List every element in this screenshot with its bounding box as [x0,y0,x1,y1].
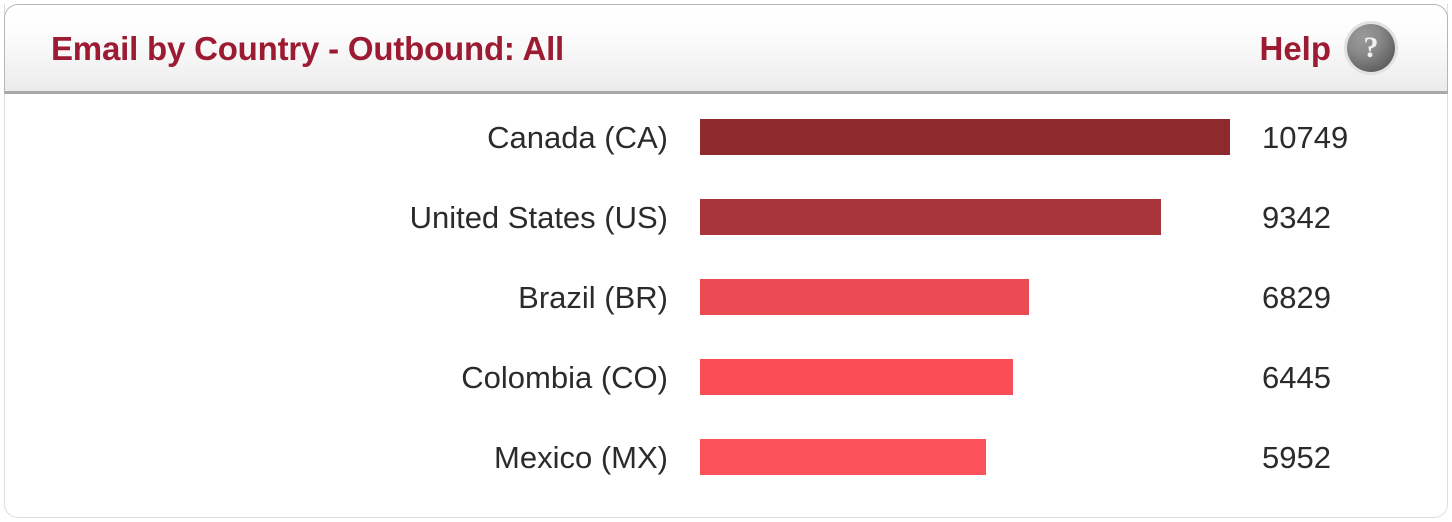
bar-category-label: Brazil (BR) [518,279,668,315]
bar-value-label: 10749 [1262,119,1349,155]
bar-category-label: Canada (CA) [487,119,668,155]
bar-row: United States (US) 9342 [5,177,1447,257]
bar-value-label: 6829 [1262,279,1331,315]
bar-track [700,439,1230,475]
bar-fill[interactable] [700,359,1013,395]
bar-track [700,279,1230,315]
help-label[interactable]: Help [1259,29,1331,67]
bar-track [700,119,1230,155]
bar-category-label: Mexico (MX) [494,439,668,475]
help-button[interactable]: Help ? [1259,24,1395,72]
bar-row: Brazil (BR) 6829 [5,257,1447,337]
bar-value-label: 6445 [1262,359,1331,395]
bar-category-label: United States (US) [409,199,668,235]
bar-fill[interactable] [700,439,987,475]
bar-row: Mexico (MX) 5952 [5,417,1447,497]
bar-value-label: 5952 [1262,439,1331,475]
bar-value-label: 9342 [1262,199,1331,235]
bar-track [700,359,1230,395]
bar-fill[interactable] [700,199,1162,235]
page-title: Email by Country - Outbound: All [51,29,565,67]
bar-row: Colombia (CO) 6445 [5,337,1447,417]
bar-row: Canada (CA) 10749 [5,97,1447,177]
bar-fill[interactable] [700,279,1029,315]
bar-track [700,199,1230,235]
panel-header: Email by Country - Outbound: All Help ? [4,4,1448,94]
question-mark-circle-icon[interactable]: ? [1347,24,1395,72]
bar-chart: Canada (CA) 10749 United States (US) 9342 Br… [5,97,1447,517]
bar-fill[interactable] [700,119,1230,155]
bar-category-label: Colombia (CO) [461,359,668,395]
